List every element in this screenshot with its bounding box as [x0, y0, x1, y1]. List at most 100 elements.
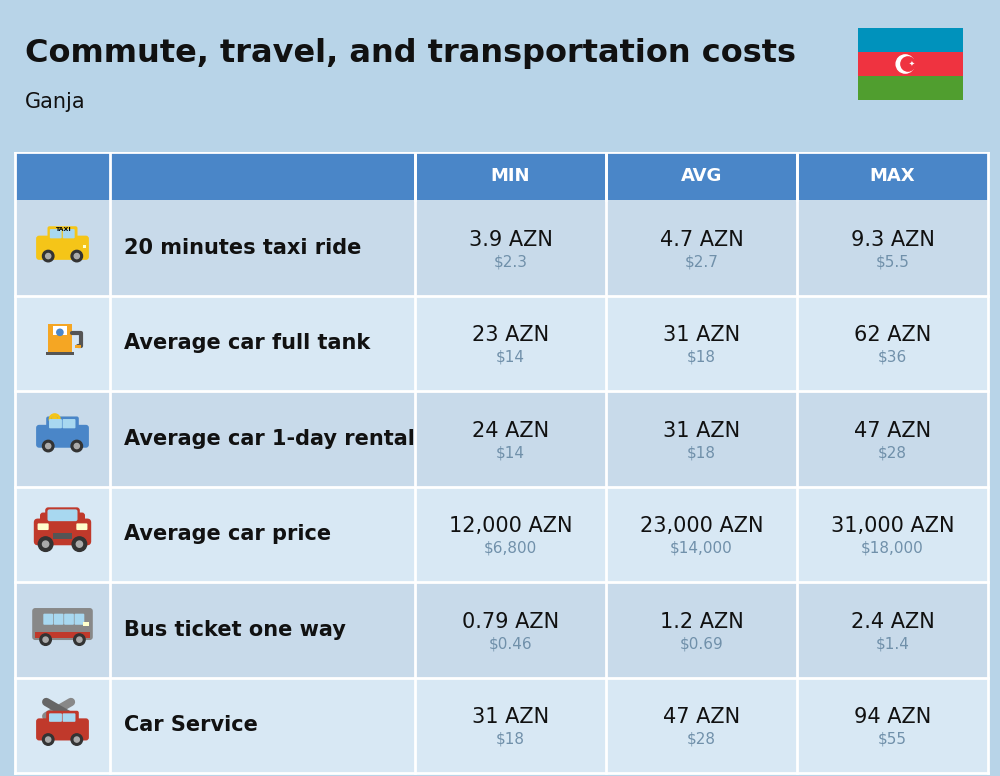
FancyBboxPatch shape [46, 417, 79, 431]
Bar [53, 533, 72, 539]
Text: 47 AZN: 47 AZN [663, 707, 740, 727]
Text: 20 minutes taxi ride: 20 minutes taxi ride [124, 237, 361, 258]
FancyBboxPatch shape [36, 424, 89, 448]
Bar [75, 345, 81, 348]
Bar [415, 677, 606, 773]
Text: $0.69: $0.69 [680, 636, 723, 651]
Bar [15, 582, 110, 677]
FancyBboxPatch shape [45, 508, 80, 520]
FancyBboxPatch shape [50, 229, 62, 238]
Text: Commute, travel, and transportation costs: Commute, travel, and transportation cost… [25, 38, 796, 69]
Bar [110, 296, 415, 391]
Bar [606, 200, 797, 296]
Text: 23,000 AZN: 23,000 AZN [640, 516, 763, 536]
Bar [606, 677, 797, 773]
Text: AVG: AVG [681, 167, 722, 185]
Text: $36: $36 [878, 350, 907, 365]
Text: $5.5: $5.5 [876, 255, 909, 269]
Bar [46, 352, 74, 355]
FancyBboxPatch shape [36, 719, 89, 740]
Text: Average car full tank: Average car full tank [124, 333, 370, 353]
Text: MAX: MAX [870, 167, 915, 185]
Circle shape [71, 734, 83, 745]
Text: 23 AZN: 23 AZN [472, 325, 549, 345]
Circle shape [52, 417, 57, 422]
Circle shape [42, 251, 54, 262]
Circle shape [46, 737, 51, 742]
Text: $6,800: $6,800 [484, 541, 537, 556]
Text: Average car price: Average car price [124, 525, 331, 544]
Text: Car Service: Car Service [124, 715, 258, 735]
Circle shape [46, 443, 51, 449]
Bar [858, 52, 963, 76]
FancyBboxPatch shape [74, 614, 84, 625]
Text: 94 AZN: 94 AZN [854, 707, 931, 727]
Text: $28: $28 [878, 445, 907, 460]
FancyBboxPatch shape [48, 227, 78, 241]
Bar [797, 487, 988, 582]
Bar [415, 296, 606, 391]
Bar [110, 487, 415, 582]
Bar [15, 677, 110, 773]
Bar [797, 296, 988, 391]
Text: 31 AZN: 31 AZN [663, 325, 740, 345]
Circle shape [901, 57, 915, 71]
Text: 31,000 AZN: 31,000 AZN [831, 516, 954, 536]
Circle shape [74, 634, 85, 646]
Bar [15, 200, 110, 296]
Circle shape [71, 251, 83, 262]
Circle shape [896, 55, 914, 73]
Bar [606, 487, 797, 582]
Circle shape [72, 537, 87, 552]
Bar [110, 677, 415, 773]
Text: Average car 1-day rental: Average car 1-day rental [124, 429, 415, 449]
Text: $2.3: $2.3 [494, 255, 528, 269]
Bar [606, 296, 797, 391]
FancyBboxPatch shape [63, 713, 75, 722]
FancyBboxPatch shape [43, 614, 53, 625]
Text: 4.7 AZN: 4.7 AZN [660, 230, 743, 250]
Bar [415, 200, 606, 296]
Bar [797, 391, 988, 487]
Bar [15, 391, 110, 487]
FancyBboxPatch shape [49, 713, 62, 722]
Text: ✦: ✦ [909, 61, 915, 67]
Bar [415, 487, 606, 582]
Text: 1.2 AZN: 1.2 AZN [660, 611, 743, 632]
Bar [83, 244, 86, 248]
FancyBboxPatch shape [54, 614, 64, 625]
Text: $2.7: $2.7 [685, 255, 718, 269]
Text: $18,000: $18,000 [861, 541, 924, 556]
Text: $1.4: $1.4 [876, 636, 909, 651]
Circle shape [42, 440, 54, 452]
Text: 47 AZN: 47 AZN [854, 421, 931, 441]
Text: $55: $55 [878, 732, 907, 747]
Bar [110, 582, 415, 677]
Text: Bus ticket one way: Bus ticket one way [124, 620, 346, 639]
Bar [83, 622, 89, 626]
FancyBboxPatch shape [63, 419, 75, 428]
FancyBboxPatch shape [34, 518, 91, 546]
Text: $18: $18 [687, 445, 716, 460]
FancyBboxPatch shape [36, 236, 89, 260]
Circle shape [43, 637, 48, 643]
Circle shape [46, 254, 51, 258]
Text: $14: $14 [496, 350, 525, 365]
Text: $14: $14 [496, 445, 525, 460]
FancyBboxPatch shape [48, 509, 78, 521]
Text: $14,000: $14,000 [670, 541, 733, 556]
FancyBboxPatch shape [40, 512, 85, 526]
Bar [797, 582, 988, 677]
Text: TAXI: TAXI [55, 227, 70, 232]
Circle shape [76, 541, 83, 547]
Bar [53, 227, 72, 232]
Bar [415, 391, 606, 487]
Text: $28: $28 [687, 732, 716, 747]
Bar [858, 28, 963, 52]
Circle shape [42, 734, 54, 745]
Bar [797, 677, 988, 773]
FancyBboxPatch shape [38, 523, 49, 530]
Circle shape [77, 637, 82, 643]
Text: 24 AZN: 24 AZN [472, 421, 549, 441]
Text: 62 AZN: 62 AZN [854, 325, 931, 345]
